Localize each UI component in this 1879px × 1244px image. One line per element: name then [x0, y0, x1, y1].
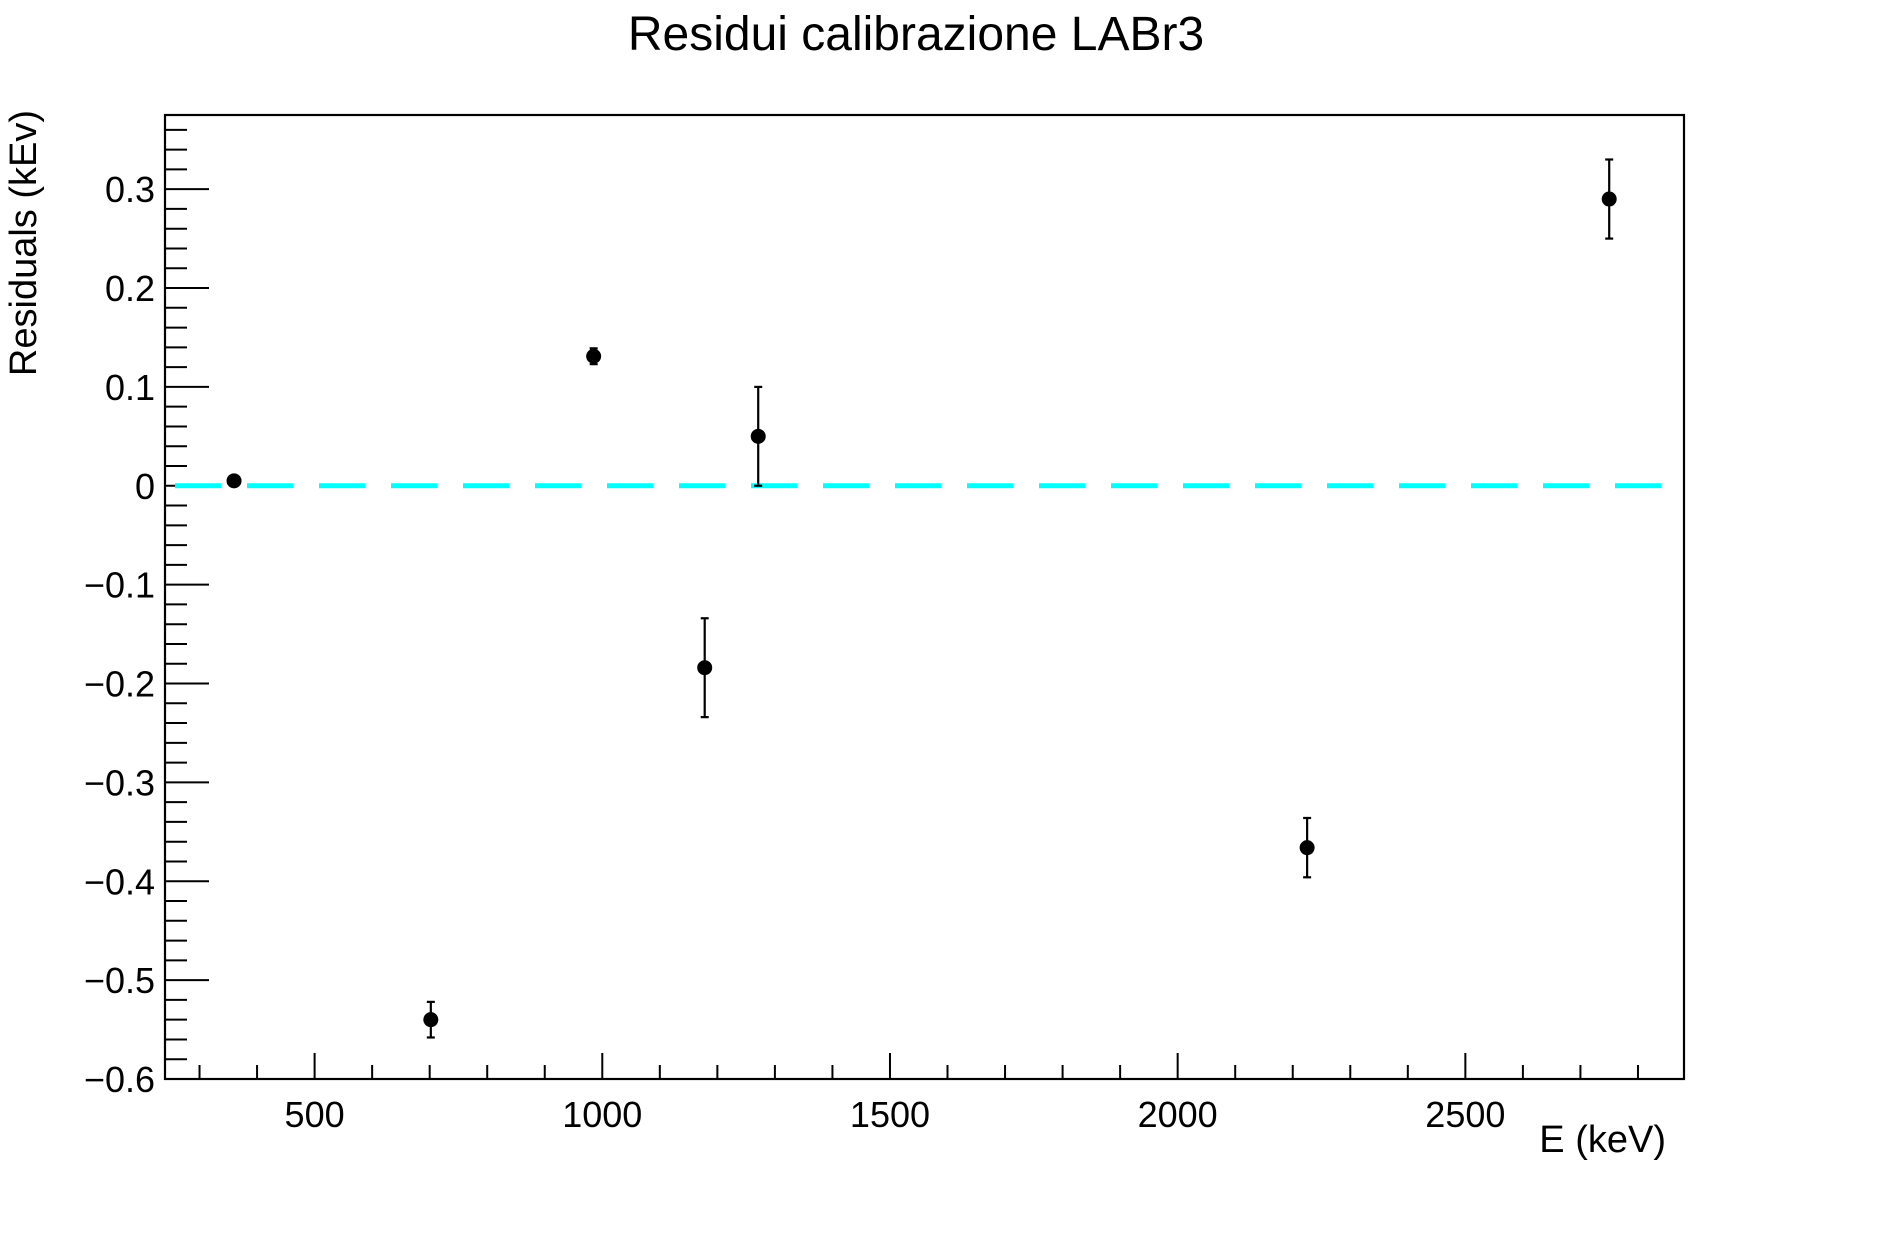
- y-tick-label: 0.2: [105, 268, 155, 309]
- y-tick-label: −0.3: [84, 762, 155, 803]
- data-point: [1601, 191, 1617, 207]
- y-tick-label: −0.5: [84, 960, 155, 1001]
- y-tick-label: −0.6: [84, 1059, 155, 1100]
- data-point: [586, 348, 602, 364]
- y-tick-label: −0.2: [84, 664, 155, 705]
- chart-title: Residui calibrazione LABr3: [628, 8, 1204, 61]
- y-tick-label: 0.3: [105, 169, 155, 210]
- data-point: [750, 428, 766, 444]
- y-tick-label: 0: [135, 466, 155, 507]
- x-tick-label: 2000: [1138, 1094, 1218, 1135]
- x-axis-label: E (keV): [1539, 1119, 1666, 1161]
- y-tick-label: −0.4: [84, 861, 155, 902]
- data-point: [697, 660, 713, 676]
- x-tick-label: 2500: [1425, 1094, 1505, 1135]
- data-point: [1299, 840, 1315, 856]
- x-tick-label: 500: [285, 1094, 345, 1135]
- y-tick-label: 0.1: [105, 367, 155, 408]
- plot-area: −0.6 −0.5 −0.4 −0.3 −0.2 −0.1 0 0.1 0.2 0.3 500 100…: [84, 113, 1686, 1135]
- y-tick-label: −0.1: [84, 565, 155, 606]
- data-point: [423, 1012, 439, 1028]
- x-tick-label: 1000: [562, 1094, 642, 1135]
- data-point: [226, 473, 242, 489]
- x-tick-label: 1500: [850, 1094, 930, 1135]
- plot-frame: [163, 113, 1686, 1081]
- y-axis-label: Residuals (kEv): [3, 110, 45, 376]
